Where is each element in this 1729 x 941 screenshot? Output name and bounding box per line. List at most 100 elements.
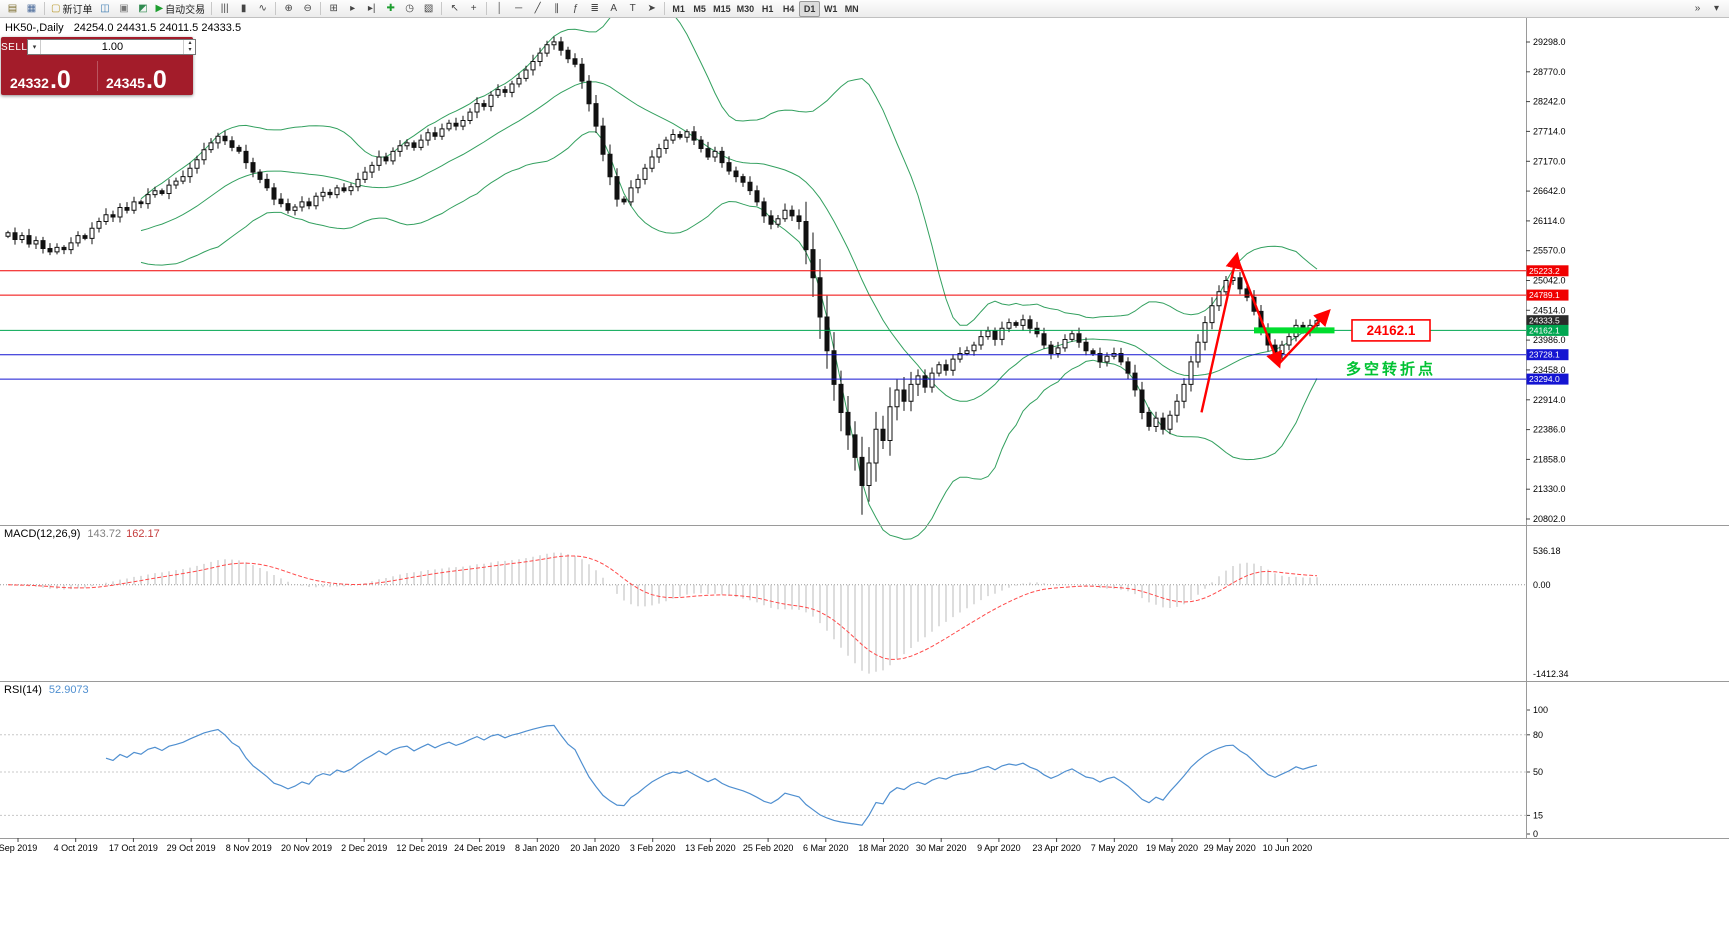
price-tag [1526,324,1569,336]
periods-button[interactable]: ◷ [400,1,419,17]
text-label-button[interactable]: T [623,1,642,17]
timeframe-m30-button[interactable]: M30 [736,3,755,14]
timeframe-mn-button[interactable]: MN [844,3,859,14]
line-chart-button[interactable]: ∿ [253,1,272,17]
rsi-axis-label: 0 [1533,829,1538,839]
date-axis-label: 29 Oct 2019 [167,843,216,853]
candlestick-chart-button[interactable]: ▮ [234,1,253,17]
price-axis-label: 21330.0 [1533,484,1566,494]
buy-button[interactable]: BUY [196,41,219,53]
price-tag [1526,265,1569,277]
toolbar-menu-button[interactable]: ▾ [1707,1,1726,17]
autotrading-button[interactable]: ▶ 自动交易 [152,1,208,17]
arrows-button[interactable]: ➤ [642,1,661,17]
trendline-button[interactable]: ╱ [528,1,547,17]
volume-spinner: ▴ ▾ [183,40,195,54]
market-watch-button[interactable]: ◫ [95,1,114,17]
chart-shift-button[interactable]: ▸| [362,1,381,17]
timeframe-w1-button[interactable]: W1 [823,3,838,14]
date-axis-label: 30 Mar 2020 [916,843,967,853]
price-tag-label: 24333.5 [1529,316,1560,326]
sell-price-main: 24332 [10,75,49,91]
price-axis-label: 21858.0 [1533,454,1566,464]
bar-chart-button-icon: ||| [220,2,229,14]
timeframe-m5-button[interactable]: M5 [693,3,706,14]
trendline-button-icon: ╱ [534,2,541,14]
price-axis-label: 22914.0 [1533,395,1566,405]
navigator-button[interactable]: ◩ [133,1,152,17]
volume-dropdown-icon[interactable]: ▾ [28,40,42,54]
buy-price-main: 24345 [106,75,145,91]
bar-chart-button[interactable]: ||| [215,1,234,17]
toolbar-separator [211,2,213,15]
trend-arrow[interactable] [1277,309,1331,366]
rsi-value: 52.9073 [48,684,89,696]
tile-windows-button-icon: ⊞ [329,2,338,14]
horizontal-line-button[interactable]: ─ [509,1,528,17]
templates-button[interactable]: ▧ [419,1,438,17]
price-axis-label: 25570.0 [1533,246,1566,256]
volume-control: ▾ ▴ ▾ [27,39,197,55]
sell-price[interactable]: 24332 .0 [1,57,97,95]
price-tag-label: 23294.0 [1529,374,1560,384]
cursor-button[interactable]: ↖ [445,1,464,17]
toolbar: ▤ ▦ ▢ 新订单 ◫ ▣ ◩ ▶ 自动交易 ||| ▮ ∿ ⊕ ⊖ ⊞ ▸ ▸| ✚ ◷ ▧ ↖ + │ ─ ╱ ∥ ƒ ≣ A T ➤ M… [0,0,1729,18]
pivot-note-text[interactable]: 多空转折点 [1346,360,1436,378]
vertical-line-button[interactable]: │ [490,1,509,17]
date-axis-label: 19 May 2020 [1146,843,1198,853]
shapes-button-icon: ≣ [590,2,599,14]
volume-input[interactable] [41,40,184,54]
macd-axis-label: -1412.34 [1533,669,1569,679]
price-tag [1526,349,1569,361]
crosshair-button[interactable]: + [464,1,483,17]
date-axis-label: 4 Oct 2019 [54,843,98,853]
sell-button[interactable]: SELL [1,41,28,53]
date-axis-label: 10 Jun 2020 [1263,843,1313,853]
date-axis-label: 7 May 2020 [1091,843,1138,853]
new-order-button[interactable]: ▢ 新订单 [48,1,95,17]
date-axis-label: 8 Nov 2019 [226,843,272,853]
trade-panel-divider [97,61,98,91]
auto-scroll-button[interactable]: ▸ [343,1,362,17]
symbol-period-label: HK50-,Daily [5,22,64,34]
volume-down-icon[interactable]: ▾ [188,47,192,53]
cursor-button-icon: ↖ [450,2,459,14]
timeframe-h4-button[interactable]: H4 [782,3,795,14]
toolbar-separator [44,2,45,15]
data-window-button[interactable]: ▣ [114,1,133,17]
trend-arrow[interactable] [1200,251,1243,413]
text-button-icon: A [610,2,617,14]
timeframe-m1-button[interactable]: M1 [672,3,685,14]
timeframe-m15-button[interactable]: M15 [713,3,731,14]
date-axis-label: 9 Apr 2020 [977,843,1021,853]
zoom-in-button-icon: ⊕ [284,2,293,14]
shapes-button[interactable]: ≣ [585,1,604,17]
chart-profiles-button[interactable]: ▦ [22,1,41,17]
toolbar-more-button-icon: » [1694,2,1701,14]
price-tag-label: 24162.1 [1529,325,1560,335]
fibonacci-button[interactable]: ƒ [566,1,585,17]
timeframe-d1-button[interactable]: D1 [799,0,821,17]
macd-header: MACD(12,26,9) 143.72 162.17 [4,528,160,540]
toolbar-more-button[interactable]: » [1688,1,1707,17]
macd-signal-value: 162.17 [126,528,160,540]
tile-windows-button[interactable]: ⊞ [324,1,343,17]
price-axis-label: 26642.0 [1533,186,1566,196]
buy-price[interactable]: 24345 .0 [97,57,193,95]
ohlc-values: 24254.0 24431.5 24011.5 24333.5 [73,22,242,34]
price-callout-box[interactable] [1351,319,1431,342]
timeframe-h1-button[interactable]: H1 [761,3,774,14]
trend-arrow[interactable] [1235,255,1282,369]
indicators-button[interactable]: ✚ [381,1,400,17]
new-chart-button[interactable]: ▤ [3,1,22,17]
line-chart-button-icon: ∿ [258,2,267,14]
zoom-out-button[interactable]: ⊖ [298,1,317,17]
channel-button[interactable]: ∥ [547,1,566,17]
zoom-in-button[interactable]: ⊕ [279,1,298,17]
date-axis-label: 17 Oct 2019 [109,843,158,853]
price-axis-label: 20802.0 [1533,514,1566,524]
text-button[interactable]: A [604,1,623,17]
volume-up-icon[interactable]: ▴ [188,40,192,46]
new-order-button-label: 新订单 [62,5,93,16]
